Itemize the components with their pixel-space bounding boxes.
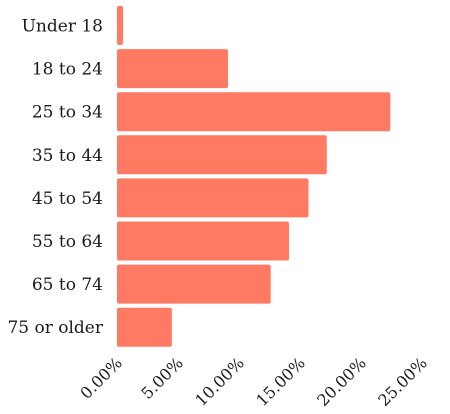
bar-0 (117, 6, 124, 45)
bar-6 (117, 264, 271, 304)
x-tick-label-1: 5.00% (137, 353, 186, 402)
category-label-3: 35 to 44 (32, 146, 103, 166)
category-labels: Under 18 18 to 24 25 to 34 35 to 44 45 to 54… (7, 17, 103, 339)
x-tick-labels: 0.00% 5.00% 10.00% 15.00% 20.00% 25.00% (76, 353, 430, 410)
bar-4 (117, 178, 309, 218)
category-label-7: 75 or older (7, 318, 103, 338)
category-label-0: Under 18 (22, 17, 103, 37)
bar-5 (117, 221, 289, 261)
category-label-2: 25 to 34 (32, 103, 103, 123)
category-label-5: 55 to 64 (32, 232, 103, 252)
x-tick-label-2: 10.00% (191, 353, 248, 410)
bar-2 (117, 92, 391, 132)
x-tick-label-3: 15.00% (252, 353, 309, 410)
x-tick-label-4: 20.00% (313, 353, 370, 410)
bar-3 (117, 135, 327, 175)
x-tick-label-0: 0.00% (76, 353, 125, 402)
bar-7 (117, 307, 172, 347)
category-label-1: 18 to 24 (32, 60, 103, 80)
category-label-4: 45 to 54 (32, 189, 103, 209)
x-tick-label-5: 25.00% (374, 353, 431, 410)
category-label-6: 65 to 74 (32, 275, 103, 295)
bar-1 (117, 49, 228, 89)
bars-group (117, 6, 391, 347)
